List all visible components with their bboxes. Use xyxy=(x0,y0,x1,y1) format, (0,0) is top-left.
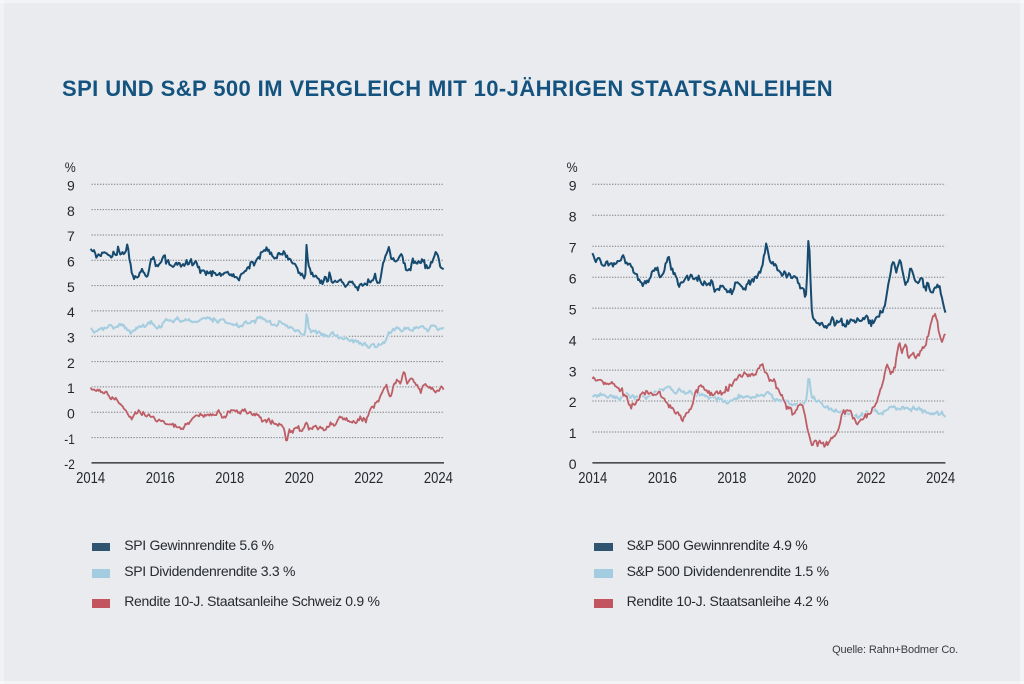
svg-text:8: 8 xyxy=(67,203,75,219)
svg-text:1: 1 xyxy=(67,380,75,396)
svg-text:9: 9 xyxy=(569,178,577,194)
svg-text:2018: 2018 xyxy=(717,470,746,487)
svg-text:5: 5 xyxy=(569,301,577,317)
svg-text:6: 6 xyxy=(67,254,75,270)
svg-text:1: 1 xyxy=(569,425,577,441)
svg-text:%: % xyxy=(65,159,76,175)
svg-text:2: 2 xyxy=(67,355,75,371)
svg-text:9: 9 xyxy=(67,178,75,194)
svg-text:7: 7 xyxy=(67,228,75,244)
svg-text:0: 0 xyxy=(67,406,75,422)
svg-text:2020: 2020 xyxy=(787,470,816,487)
svg-text:-2: -2 xyxy=(64,456,75,472)
svg-text:%: % xyxy=(567,159,578,175)
svg-text:2: 2 xyxy=(569,394,577,410)
svg-text:2016: 2016 xyxy=(146,470,175,487)
svg-text:2024: 2024 xyxy=(424,470,453,487)
svg-text:2016: 2016 xyxy=(648,470,677,487)
svg-text:6: 6 xyxy=(569,270,577,286)
svg-text:2014: 2014 xyxy=(76,470,105,487)
svg-text:4: 4 xyxy=(569,332,577,348)
svg-text:2018: 2018 xyxy=(215,470,244,487)
svg-text:2020: 2020 xyxy=(285,470,314,487)
svg-text:3: 3 xyxy=(569,363,577,379)
svg-text:2024: 2024 xyxy=(926,470,955,487)
svg-text:0: 0 xyxy=(569,456,577,472)
svg-text:2022: 2022 xyxy=(857,470,886,487)
svg-text:2014: 2014 xyxy=(578,470,607,487)
svg-text:8: 8 xyxy=(569,209,577,225)
svg-text:7: 7 xyxy=(569,239,577,255)
svg-text:3: 3 xyxy=(67,330,75,346)
svg-text:4: 4 xyxy=(67,304,75,320)
svg-text:2022: 2022 xyxy=(354,470,383,487)
svg-text:5: 5 xyxy=(67,279,75,295)
svg-text:-1: -1 xyxy=(64,431,75,447)
